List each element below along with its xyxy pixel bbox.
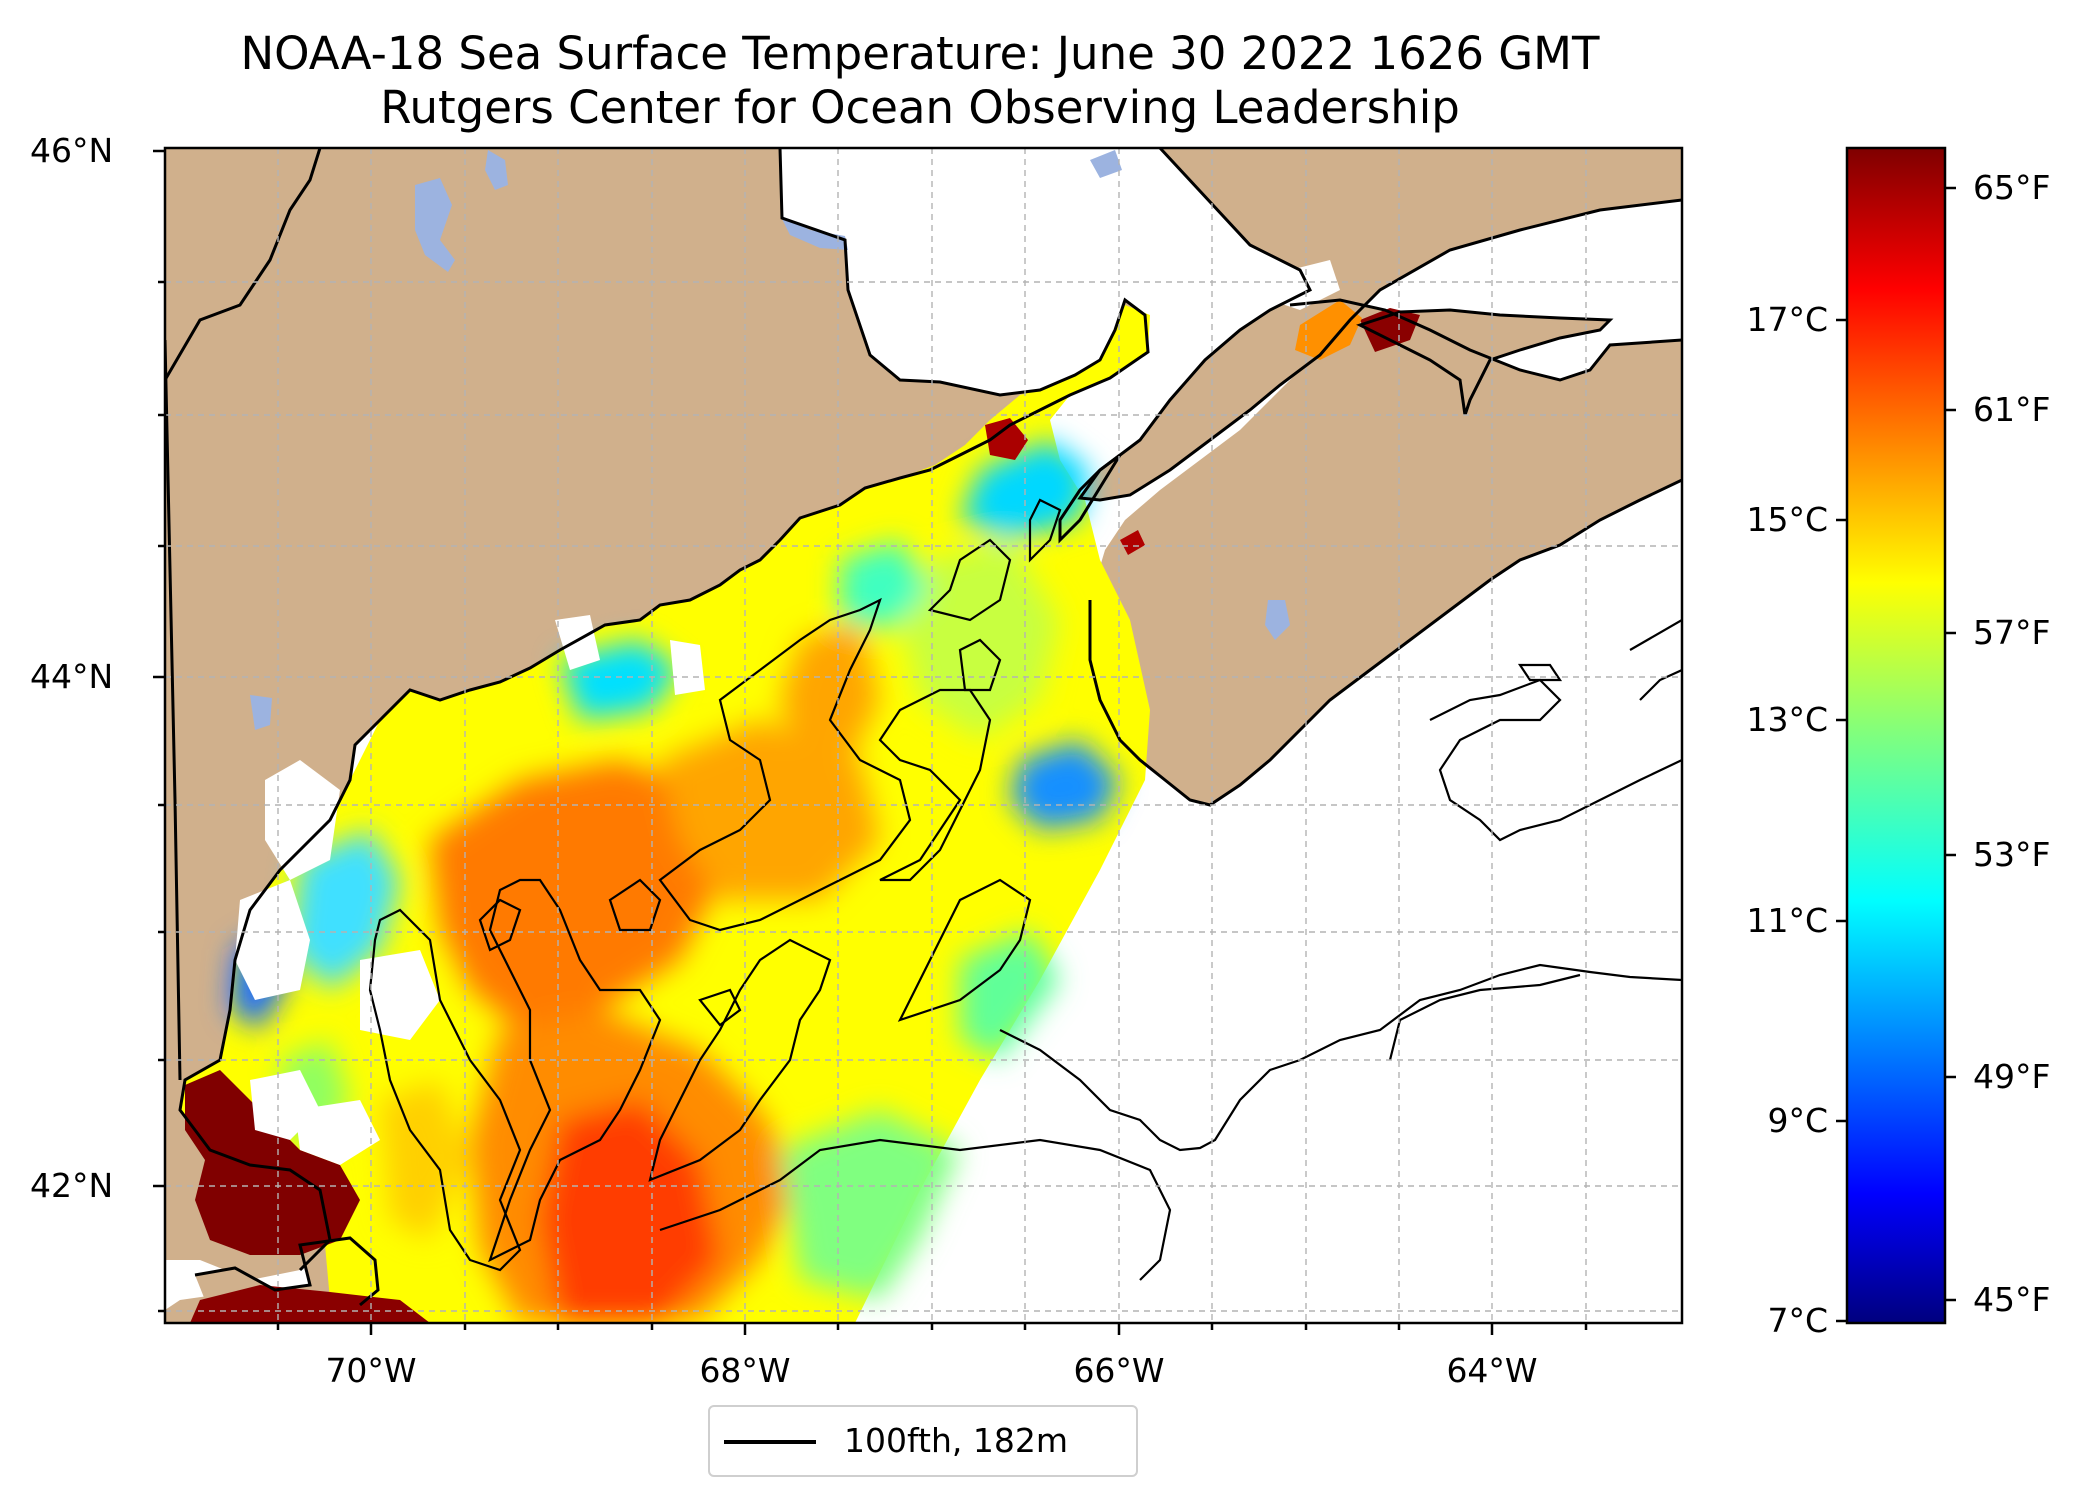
lat-tick-label: 44°N [30, 657, 114, 696]
colorbar-celsius-label: 9°C [1767, 1101, 1828, 1140]
sst-cloud-gaps [235, 260, 1340, 1165]
lon-tick-label: 66°W [1073, 1351, 1165, 1390]
figure-title: NOAA-18 Sea Surface Temperature: June 30… [240, 27, 1600, 80]
colorbar-fahrenheit-label: 49°F [1973, 1057, 2051, 1096]
map-plot-area [165, 148, 1682, 1323]
colorbar-fahrenheit-label: 61°F [1973, 390, 2051, 429]
sst-color-blobs [230, 440, 1120, 1323]
lat-tick-label: 46°N [30, 131, 114, 170]
lon-tick-label: 64°W [1446, 1351, 1538, 1390]
colorbar-celsius-label: 13°C [1746, 700, 1828, 739]
new-brunswick-land [1080, 148, 1682, 500]
new-england-land [165, 148, 1148, 1280]
sst-data-layer [180, 260, 1420, 1323]
legend-label: 100fth, 182m [844, 1421, 1068, 1460]
gridlines [165, 148, 1682, 1323]
map-frame [163, 146, 1684, 1325]
lon-tick-label: 70°W [325, 1351, 417, 1390]
colorbar [1836, 146, 1956, 1325]
colorbar-celsius-label: 15°C [1746, 500, 1828, 539]
pei-land [1360, 310, 1610, 415]
figure-subtitle: Rutgers Center for Ocean Observing Leade… [380, 81, 1460, 134]
legend-line-swatch [724, 1440, 816, 1444]
lon-tick-label: 68°W [699, 1351, 791, 1390]
colorbar-fahrenheit-label: 53°F [1973, 835, 2051, 874]
colorbar-celsius-label: 7°C [1767, 1301, 1828, 1340]
colorbar-gradient [1845, 146, 1947, 1325]
nova-scotia-land [1090, 300, 1682, 805]
lakes [250, 150, 1290, 730]
colorbar-fahrenheit-label: 65°F [1973, 168, 2051, 207]
lat-tick-label: 42°N [30, 1166, 114, 1205]
coastlines [165, 148, 1682, 1307]
isobath-contours [368, 498, 1682, 1281]
colorbar-celsius-label: 11°C [1746, 901, 1828, 940]
axis-ticks [153, 149, 1588, 1335]
colorbar-fahrenheit-label: 57°F [1973, 613, 2051, 652]
colorbar-ticks [1836, 186, 1956, 1323]
colorbar-fahrenheit-label: 45°F [1973, 1280, 2051, 1319]
map-legend: 100fth, 182m [708, 1405, 1138, 1477]
colorbar-celsius-label: 17°C [1746, 300, 1828, 339]
